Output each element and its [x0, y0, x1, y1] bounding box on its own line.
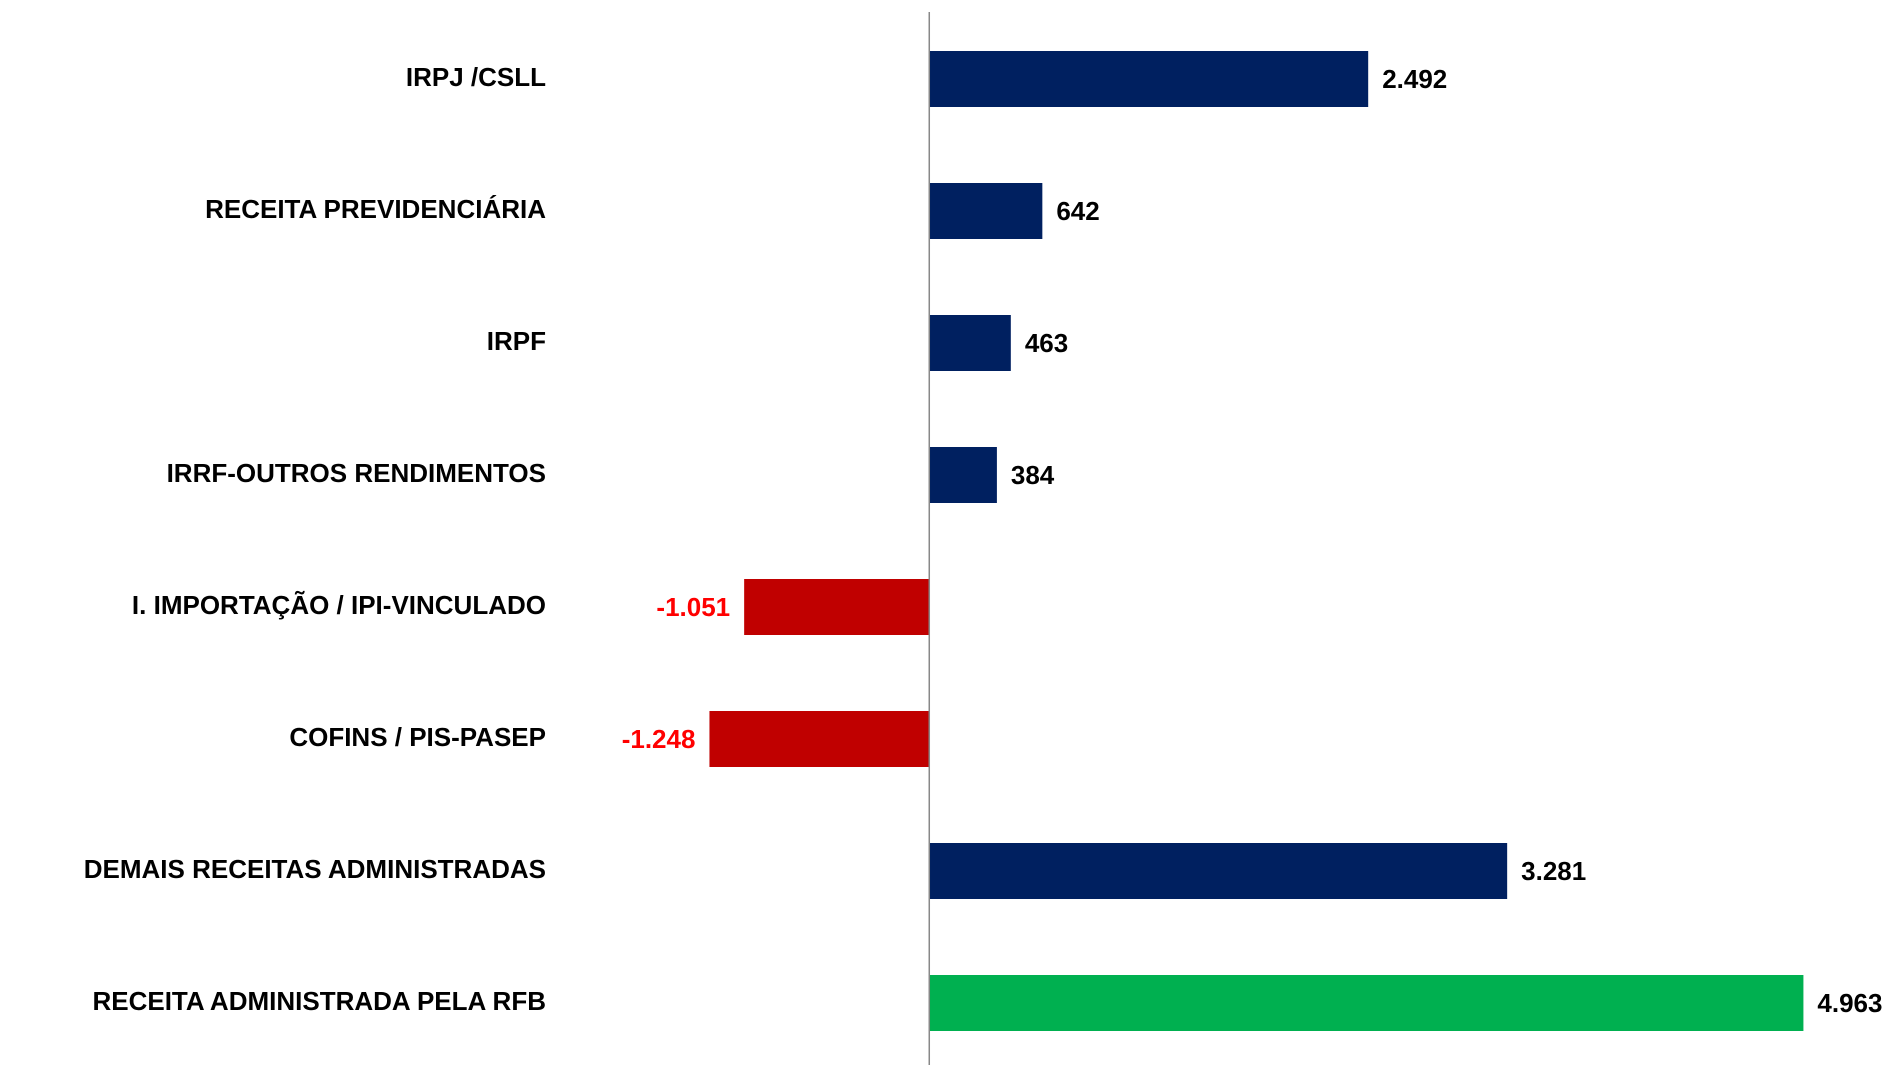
value-label: 384 [1011, 460, 1055, 490]
category-label: COFINS / PIS-PASEP [289, 722, 546, 752]
value-label: -1.248 [622, 724, 696, 754]
bar [929, 51, 1369, 107]
category-label: IRPF [487, 326, 546, 356]
bar [709, 711, 930, 767]
value-label: 463 [1025, 328, 1068, 358]
bar [929, 315, 1011, 371]
category-label: RECEITA PREVIDENCIÁRIA [205, 194, 546, 224]
category-label: IRPJ /CSLL [406, 62, 546, 92]
category-label: IRRF-OUTROS RENDIMENTOS [167, 458, 546, 488]
value-label: 642 [1056, 196, 1099, 226]
bar [929, 183, 1043, 239]
value-label: -1.051 [656, 592, 730, 622]
category-label: RECEITA ADMINISTRADA PELA RFB [92, 986, 546, 1016]
category-label: I. IMPORTAÇÃO / IPI-VINCULADO [132, 590, 546, 620]
bar [744, 579, 930, 635]
bar [929, 843, 1508, 899]
bar [929, 447, 997, 503]
value-label: 2.492 [1382, 64, 1447, 94]
value-label: 3.281 [1521, 856, 1586, 886]
value-label: 4.963 [1817, 988, 1882, 1018]
category-label: DEMAIS RECEITAS ADMINISTRADAS [84, 854, 546, 884]
bar [929, 975, 1804, 1031]
